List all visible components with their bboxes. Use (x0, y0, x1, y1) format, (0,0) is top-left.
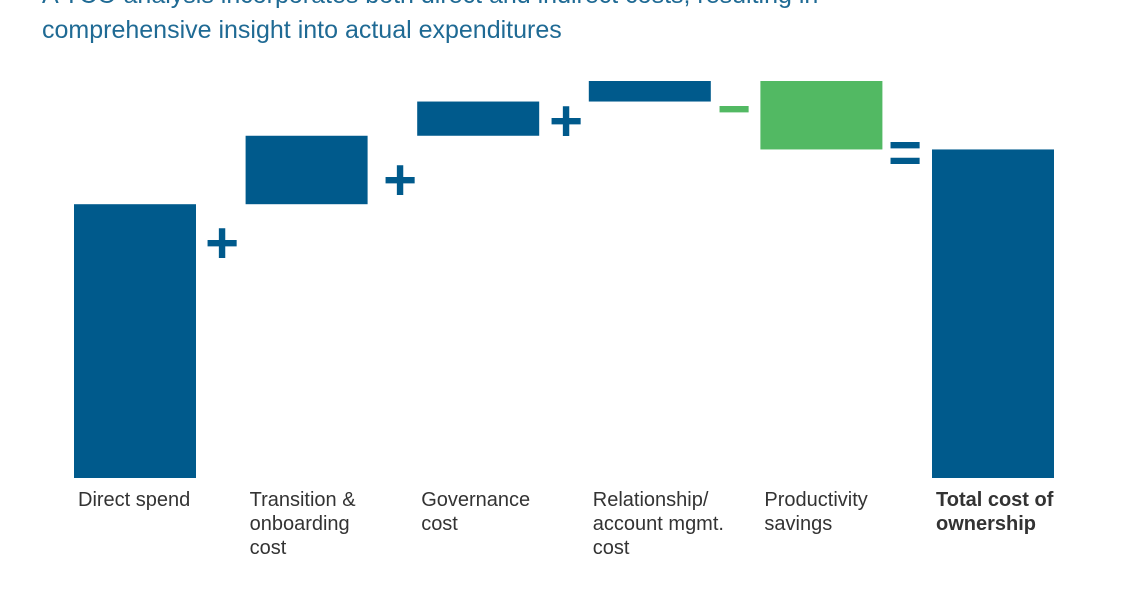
x-tick-label: Governance (421, 489, 530, 511)
operator: + (549, 88, 583, 153)
x-tick-label: Productivity (764, 489, 867, 511)
x-tick-label: Relationship/ (593, 489, 709, 511)
x-tick-label: onboarding (250, 513, 350, 535)
chart-title: A TCO analysis incorporates both direct … (42, 0, 818, 9)
operator: + (205, 210, 239, 275)
x-tick-label: cost (250, 537, 287, 559)
x-tick-label: Total cost of (936, 489, 1054, 511)
operator: − (717, 76, 751, 141)
x-tick-label: savings (764, 513, 832, 535)
x-tick-label: Direct spend (78, 489, 190, 511)
chart-title: comprehensive insight into actual expend… (42, 16, 562, 44)
operator: = (888, 120, 922, 185)
operator: + (383, 147, 417, 212)
bar (932, 149, 1054, 478)
bar (74, 204, 196, 478)
bar (417, 101, 540, 136)
x-tick-label: cost (593, 537, 630, 559)
x-tick-label: ownership (936, 513, 1036, 535)
bar (760, 81, 883, 150)
bar (588, 81, 711, 102)
x-tick-label: Transition & (250, 489, 357, 511)
x-tick-label: account mgmt. (593, 513, 724, 535)
bar (245, 135, 368, 205)
x-tick-label: cost (421, 513, 458, 535)
